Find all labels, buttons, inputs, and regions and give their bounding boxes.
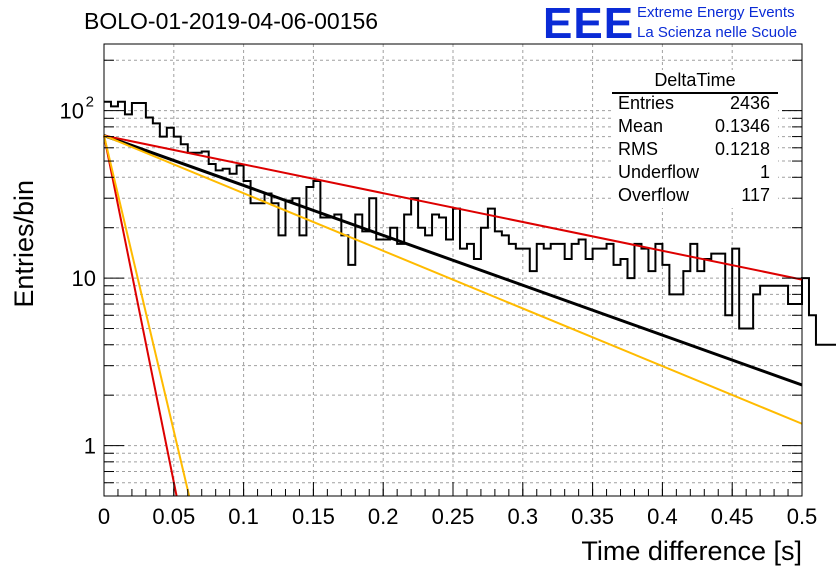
x-tick-label: 0.4 (647, 504, 678, 529)
logo-subtitle-1: Extreme Energy Events (637, 4, 795, 21)
x-tick-label: 0 (98, 504, 110, 529)
fit-line (103, 134, 803, 425)
fit-line (103, 135, 191, 497)
stats-divider (612, 92, 778, 94)
stats-value: 0.1218 (714, 139, 770, 159)
x-tick-label: 0.5 (787, 504, 818, 529)
eee-logo: EEE (543, 0, 635, 48)
stats-value: 0.1346 (714, 116, 770, 136)
logo-subtitle-2: La Scienza nelle Scuole (637, 24, 798, 41)
histogram-steps (104, 100, 836, 346)
stats-row: Overflow 117 (618, 185, 770, 208)
x-tick-label: 0.3 (508, 504, 539, 529)
y-axis-label: Entries/bin (9, 180, 39, 308)
x-tick-label: 0.1 (228, 504, 259, 529)
grid-lines (104, 44, 802, 496)
x-tick-label: 0.45 (711, 504, 754, 529)
x-axis-label: Time difference [s] (581, 536, 802, 566)
y-tick-label: 1 (84, 434, 96, 459)
y-tick-label: 10 (72, 266, 96, 291)
x-tick-label: 0.05 (152, 504, 195, 529)
tick-labels: 0 0.05 0.1 0.15 0.2 0.25 0.3 0.35 0.4 0.45 0.5 1 10 1… (60, 94, 818, 529)
stats-value: 2436 (729, 93, 770, 113)
stats-label: Mean (618, 116, 664, 136)
stats-row: Entries 2436 (618, 93, 770, 116)
x-tick-label: 0.2 (368, 504, 399, 529)
axis-ticks (103, 59, 803, 497)
run-title: BOLO-01-2019-04-06-00156 (84, 8, 379, 34)
stats-box: DeltaTime Entries 2436 Mean 0.1346 RMS 0… (612, 70, 778, 208)
stats-label: RMS (618, 139, 658, 159)
stats-label: Overflow (618, 185, 690, 205)
stats-title: DeltaTime (654, 70, 736, 90)
y-tick-label: 10 (60, 99, 84, 124)
stats-row: Mean 0.1346 (618, 116, 770, 139)
data-series (103, 100, 836, 497)
y-tick-exponent: 2 (86, 94, 94, 111)
stats-row: Underflow 1 (618, 162, 770, 185)
x-tick-label: 0.25 (432, 504, 475, 529)
stats-row: RMS 0.1218 (618, 139, 770, 162)
fit-line (103, 135, 178, 497)
x-tick-label: 0.35 (571, 504, 614, 529)
x-tick-label: 0.15 (292, 504, 335, 529)
stats-label: Entries (618, 93, 675, 113)
stats-value: 117 (741, 185, 770, 205)
fit-line (103, 134, 803, 281)
stats-value: 1 (759, 162, 770, 182)
stats-label: Underflow (618, 162, 700, 182)
fit-line (103, 134, 803, 387)
